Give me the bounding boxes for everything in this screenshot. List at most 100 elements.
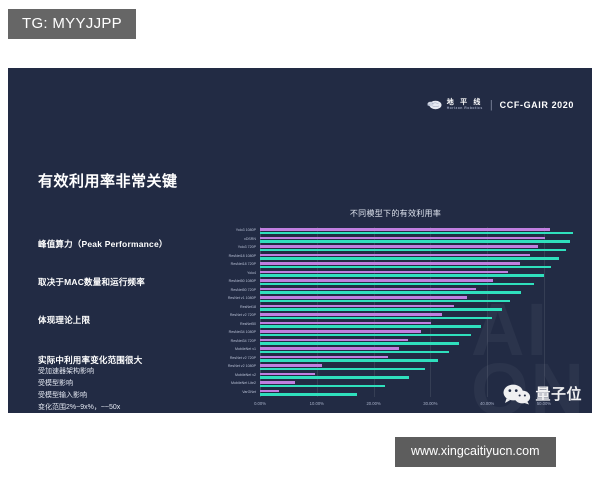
y-axis-label: VarGNet — [242, 389, 256, 394]
tg-watermark-tag: TG: MYYJJPP — [8, 9, 136, 39]
wechat-watermark: 量子位 — [502, 383, 582, 405]
y-axis-label: Yolo3 1080P — [235, 228, 256, 233]
chart-bar-row — [260, 346, 578, 355]
chart-bar-row — [260, 321, 578, 330]
bar-series-1 — [260, 384, 385, 388]
chart-bar-row — [260, 329, 578, 338]
chart-bar-row — [260, 287, 578, 296]
x-tick-label: 0.00% — [254, 401, 266, 406]
bullet-heading-2: 取决于MAC数量和运行频率 — [38, 277, 145, 287]
y-axis-label: ResNet v2 1080P — [227, 364, 256, 369]
y-axis-label: ResNet18 — [240, 304, 256, 309]
y-axis-label: MobileNet v1 — [235, 347, 256, 352]
chart-bar-row — [260, 278, 578, 287]
bar-series-1 — [260, 316, 492, 320]
bullet-sub-2: 受模型影响 — [38, 380, 73, 388]
bar-series-1 — [260, 350, 449, 354]
bar-series-1 — [260, 308, 502, 311]
bar-series-0 — [260, 381, 296, 384]
y-axis-label: ResNet50 — [240, 321, 256, 326]
x-tick-label: 20.00% — [366, 401, 381, 406]
bar-series-0 — [260, 364, 323, 367]
y-axis-label: ResNet v1 1080P — [227, 296, 256, 301]
y-axis-label: MobileNet Lite2 — [231, 381, 256, 386]
y-axis-label: MobileNet v2 — [235, 372, 256, 377]
bullet-sub-4: 变化范围2%~9x%，~~50x — [38, 404, 121, 412]
bar-series-0 — [260, 355, 389, 359]
bar-series-0 — [260, 262, 521, 265]
bar-series-0 — [260, 236, 546, 240]
y-axis-label: ResNet50 720P — [230, 287, 256, 292]
chart-bar-row — [260, 253, 578, 262]
chart-bar-row — [260, 295, 578, 304]
chart-bar-row — [260, 244, 578, 253]
y-axis-label: ResNet18 720P — [230, 262, 256, 267]
bar-series-1 — [260, 248, 566, 252]
bar-series-0 — [260, 253, 531, 257]
y-axis-label: xDSRN — [244, 236, 256, 241]
event-name: CCF-GAIR 2020 — [499, 100, 574, 110]
bar-series-0 — [260, 296, 467, 299]
chart-bar-rows — [260, 227, 578, 397]
y-axis-label: ResNet34 1080P — [228, 330, 256, 335]
chart-bar-row — [260, 312, 578, 321]
spacer — [38, 326, 213, 354]
y-axis-label: Yolo4 — [247, 270, 256, 275]
bar-series-0 — [260, 270, 508, 274]
bar-series-0 — [260, 330, 422, 333]
brand-header: 地 平 线 Horizon Robotics | CCF-GAIR 2020 — [426, 99, 574, 111]
bar-series-1 — [260, 282, 534, 286]
y-axis-label: ResNet18 1080P — [228, 253, 256, 258]
bar-series-1 — [260, 274, 544, 277]
bullet-heading-1: 峰值算力（Peak Performance） — [38, 239, 168, 249]
url-watermark: www.xingcaitiyucn.com — [395, 437, 556, 467]
gridline — [543, 227, 545, 397]
bar-series-1 — [260, 393, 357, 396]
chart-bar-row — [260, 389, 578, 398]
bar-series-1 — [260, 265, 551, 269]
chart-bar-row — [260, 227, 578, 236]
spacer — [38, 250, 213, 276]
chart-bar-row — [260, 236, 578, 245]
bar-series-1 — [260, 333, 472, 337]
wechat-icon — [503, 384, 531, 405]
y-axis-label: ResNet v2 720P — [229, 355, 256, 360]
bar-series-0 — [260, 389, 280, 393]
spacer — [38, 288, 213, 314]
bar-series-1 — [260, 240, 571, 243]
bar-series-1 — [260, 325, 482, 328]
bar-series-1 — [260, 291, 522, 294]
bar-series-0 — [260, 304, 455, 308]
slide-title: 有效利用率非常关键 — [38, 173, 178, 190]
chart-y-axis-labels: Yolo3 1080P xDSRN Yolo3 720P ResNet18 1080P… — [208, 227, 258, 397]
bar-series-0 — [260, 245, 539, 248]
bullet-sub-1: 受加速器架构影响 — [38, 368, 94, 375]
x-tick-label: 10.00% — [309, 401, 324, 406]
brand-separator: | — [489, 99, 493, 111]
presentation-slide: AION 地 平 线 Horizon Robotics | CCF-GAIR 2… — [8, 68, 592, 413]
bar-series-0 — [260, 338, 408, 342]
chart-bar-row — [260, 270, 578, 279]
chart-x-axis: 0.00% 10.00% 20.00% 30.00% 40.00% 50.00% — [254, 398, 578, 412]
chart-bar-row — [260, 363, 578, 372]
y-axis-label: ResNet v2 720P — [229, 313, 256, 318]
chart-bar-row — [260, 304, 578, 313]
bar-series-0 — [260, 279, 493, 282]
bar-series-1 — [260, 359, 439, 362]
chart-bar-row — [260, 372, 578, 381]
chart-bar-row — [260, 380, 578, 389]
brain-icon — [426, 100, 442, 110]
y-axis-label: Yolo3 720P — [237, 245, 256, 250]
bar-series-1 — [260, 376, 409, 379]
y-axis-label: ResNet34 720P — [230, 338, 256, 343]
bar-series-0 — [260, 287, 476, 291]
bar-series-1 — [260, 342, 459, 345]
bullet-heading-3: 体现理论上限 — [38, 315, 91, 325]
chart-bar-row — [260, 355, 578, 364]
bullet-sub-3: 受模型输入影响 — [38, 392, 87, 400]
wechat-watermark-text: 量子位 — [535, 385, 582, 403]
chart-plot-area: Yolo3 1080P xDSRN Yolo3 720P ResNet18 1080P… — [208, 227, 583, 412]
chart-bar-row — [260, 261, 578, 270]
bullet-list: 峰值算力（Peak Performance） 取决于MAC数量和运行频率 体现理… — [38, 238, 213, 413]
bar-series-1 — [260, 299, 510, 303]
